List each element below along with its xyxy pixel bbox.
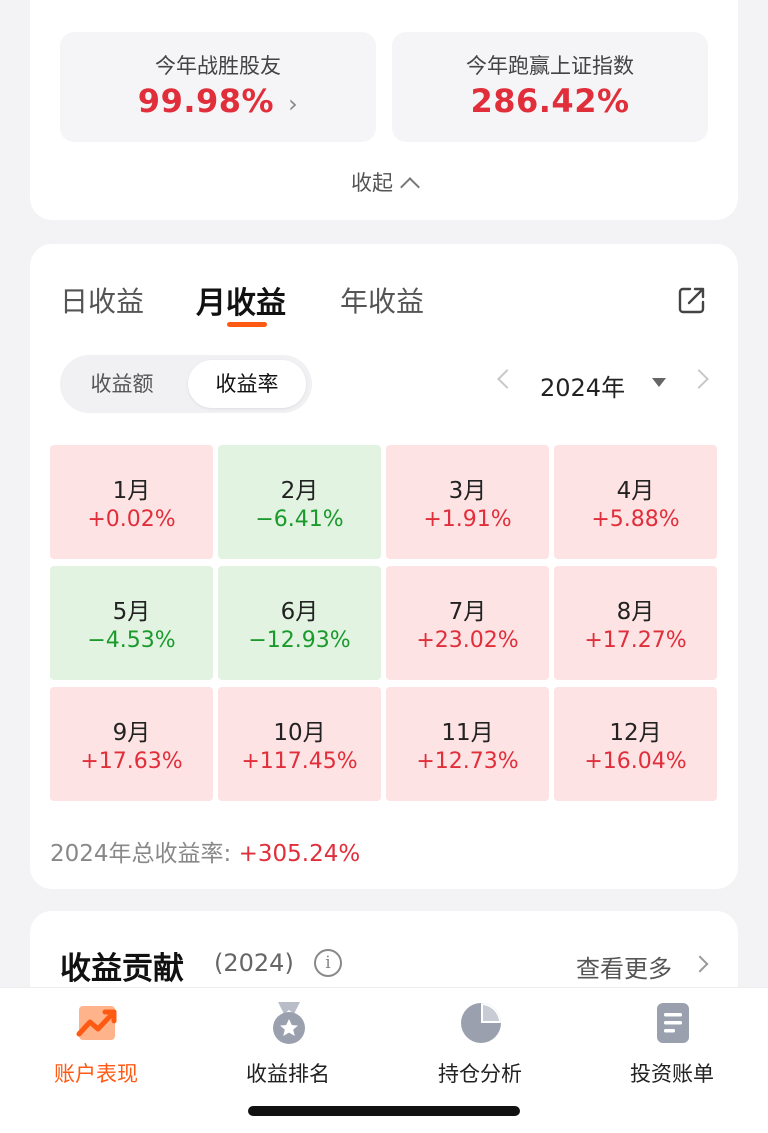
- month-cell[interactable]: 8月 +17.27%: [554, 566, 717, 680]
- metric-toggle: 收益额 收益率: [60, 355, 312, 413]
- tab-yearly[interactable]: 年收益: [340, 285, 425, 318]
- month-name: 3月: [448, 478, 487, 504]
- beat-index-label: 今年跑赢上证指数: [466, 54, 634, 78]
- month-cell[interactable]: 7月 +23.02%: [386, 566, 549, 680]
- chevron-right-icon[interactable]: [691, 955, 709, 973]
- collapse-label: 收起: [351, 171, 393, 195]
- nav-holding-analysis[interactable]: 持仓分析: [384, 988, 576, 1098]
- month-return: +16.04%: [584, 749, 687, 774]
- toggle-amount[interactable]: 收益额: [90, 372, 154, 396]
- month-cell[interactable]: 11月 +12.73%: [386, 687, 549, 801]
- nav-return-ranking[interactable]: 收益排名: [192, 988, 384, 1098]
- caret-down-icon[interactable]: [652, 378, 666, 387]
- month-return: −4.53%: [87, 628, 176, 653]
- month-name: 4月: [616, 478, 655, 504]
- chevron-up-icon: [400, 177, 420, 197]
- contribution-title: 收益贡献: [60, 951, 184, 987]
- nav-account-performance[interactable]: 账户表现: [0, 988, 192, 1098]
- year-selector[interactable]: 2024年: [540, 374, 626, 402]
- info-icon[interactable]: i: [314, 949, 342, 977]
- month-return: +17.63%: [80, 749, 183, 774]
- month-name: 6月: [280, 599, 319, 625]
- month-name: 8月: [616, 599, 655, 625]
- month-name: 2月: [280, 478, 319, 504]
- month-name: 12月: [609, 720, 662, 746]
- month-name: 9月: [112, 720, 151, 746]
- beat-friends-value: 99.98% ›: [137, 82, 299, 120]
- month-cell[interactable]: 3月 +1.91%: [386, 445, 549, 559]
- total-return-row: 2024年总收益率: +305.24%: [50, 834, 360, 868]
- next-year-icon[interactable]: [689, 369, 709, 389]
- chevron-right-icon: ›: [288, 90, 299, 118]
- tab-daily[interactable]: 日收益: [60, 285, 145, 318]
- bill-icon: [657, 1003, 689, 1043]
- beat-index-stat: 今年跑赢上证指数 286.42%: [392, 32, 708, 142]
- pie-chart-icon: [461, 1003, 501, 1043]
- month-cell[interactable]: 5月 −4.53%: [50, 566, 213, 680]
- nav-label: 投资账单: [630, 1062, 714, 1086]
- top-stats-card: 今年战胜股友 99.98% › 今年跑赢上证指数 286.42% 收起: [30, 0, 738, 220]
- month-grid: 1月 +0.02% 2月 −6.41% 3月 +1.91% 4月 +5.88% 5月 −4.53%…: [50, 445, 719, 802]
- month-cell[interactable]: 12月 +16.04%: [554, 687, 717, 801]
- beat-friends-label: 今年战胜股友: [155, 54, 281, 78]
- month-return: +5.88%: [591, 507, 680, 532]
- nav-label: 持仓分析: [438, 1062, 522, 1086]
- total-return-value: +305.24%: [238, 841, 361, 867]
- medal-icon: [273, 1002, 305, 1044]
- home-indicator: [248, 1106, 520, 1116]
- beat-friends-stat[interactable]: 今年战胜股友 99.98% ›: [60, 32, 376, 142]
- beat-index-value: 286.42%: [470, 82, 630, 120]
- active-tab-indicator: [227, 322, 267, 327]
- month-name: 11月: [441, 720, 494, 746]
- contribution-year: (2024): [214, 949, 294, 977]
- month-cell[interactable]: 6月 −12.93%: [218, 566, 381, 680]
- month-cell[interactable]: 9月 +17.63%: [50, 687, 213, 801]
- month-name: 7月: [448, 599, 487, 625]
- month-name: 5月: [112, 599, 151, 625]
- month-return: +17.27%: [584, 628, 687, 653]
- month-cell[interactable]: 1月 +0.02%: [50, 445, 213, 559]
- toggle-rate[interactable]: 收益率: [188, 360, 306, 408]
- month-return: −6.41%: [255, 507, 344, 532]
- month-return: +0.02%: [87, 507, 176, 532]
- collapse-button[interactable]: 收起: [30, 167, 738, 197]
- month-return: +1.91%: [423, 507, 512, 532]
- monthly-returns-card: 日收益 月收益 年收益 收益额 收益率 2024年 1月 +0.02% 2月 −6.4…: [30, 244, 738, 889]
- month-name: 10月: [273, 720, 326, 746]
- total-return-label: 2024年总收益率:: [50, 841, 232, 867]
- nav-investment-bill[interactable]: 投资账单: [576, 988, 768, 1098]
- share-icon[interactable]: [676, 284, 708, 316]
- month-cell[interactable]: 10月 +117.45%: [218, 687, 381, 801]
- previous-year-icon[interactable]: [497, 369, 517, 389]
- month-cell[interactable]: 2月 −6.41%: [218, 445, 381, 559]
- month-return: +23.02%: [416, 628, 519, 653]
- month-return: +12.73%: [416, 749, 519, 774]
- month-return: +117.45%: [241, 749, 358, 774]
- nav-label: 收益排名: [246, 1062, 330, 1086]
- tab-monthly[interactable]: 月收益: [196, 286, 286, 321]
- month-return: −12.93%: [248, 628, 351, 653]
- see-more-link[interactable]: 查看更多: [576, 955, 672, 983]
- month-cell[interactable]: 4月 +5.88%: [554, 445, 717, 559]
- month-name: 1月: [112, 478, 151, 504]
- nav-label: 账户表现: [54, 1062, 138, 1086]
- trend-chart-icon: [76, 1006, 117, 1040]
